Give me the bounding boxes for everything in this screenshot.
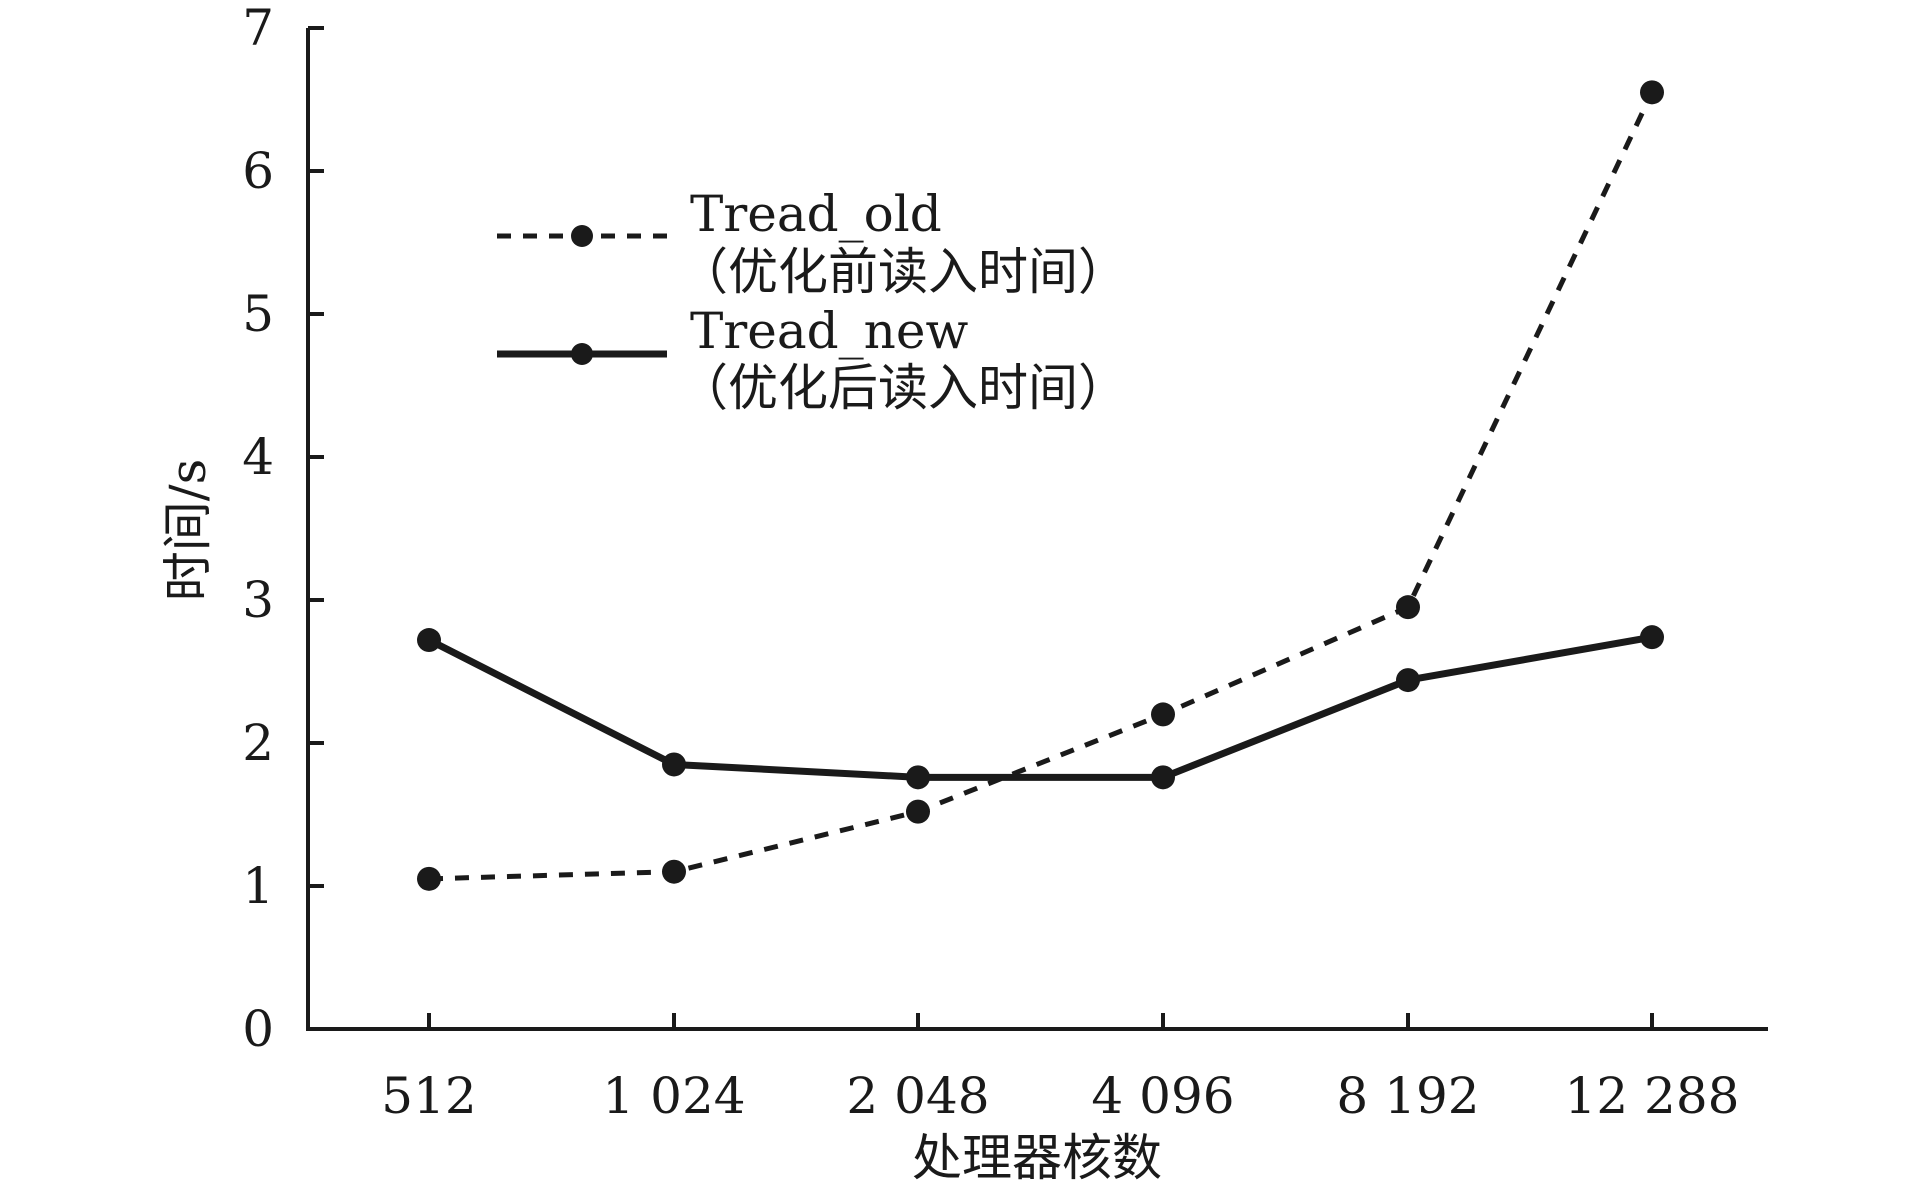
data-point-old — [417, 866, 441, 891]
x-tick-label: 4 096 — [1091, 1067, 1234, 1125]
x-tick-label: 8 192 — [1336, 1067, 1479, 1125]
x-ticks: 512 1 024 2 048 4 096 8 192 12 288 — [381, 1013, 1739, 1125]
series-line-old — [428, 91, 1655, 882]
x-tick-label: 512 — [381, 1067, 476, 1125]
data-point-old — [1396, 595, 1420, 620]
legend-note-old: （优化前读入时间） — [678, 243, 1128, 301]
x-tick-label: 1 024 — [602, 1067, 745, 1125]
y-axis-title: 时间/s — [159, 459, 217, 602]
legend-label-old: Tread_old — [690, 185, 942, 243]
y-tick-label: 3 — [242, 571, 274, 629]
data-point-new — [662, 752, 686, 777]
series-layer — [417, 80, 1664, 891]
data-point-old — [906, 799, 930, 824]
data-point-old — [1151, 702, 1175, 727]
y-tick-label: 2 — [242, 714, 274, 772]
legend-item-new: Tread_new （优化后读入时间） — [497, 302, 1128, 417]
y-tick-label: 4 — [242, 428, 274, 486]
y-ticks: 0 1 2 3 4 5 6 7 — [242, 0, 324, 1058]
axes — [306, 28, 1768, 1031]
legend: Tread_old （优化前读入时间） Tread_new （优化后读入时间） — [497, 185, 1128, 417]
legend-marker-old — [571, 225, 593, 247]
data-point-new — [906, 765, 930, 790]
x-tick-label: 2 048 — [846, 1067, 989, 1125]
data-point-new — [1151, 765, 1175, 790]
series-line-new — [427, 633, 1653, 781]
y-tick-label: 7 — [242, 0, 274, 57]
legend-marker-new — [571, 343, 593, 365]
x-tick-label: 12 288 — [1565, 1067, 1740, 1125]
data-point-old — [662, 859, 686, 884]
y-tick-label: 6 — [242, 142, 274, 200]
data-point-new — [1396, 668, 1420, 693]
data-point-new — [417, 628, 441, 653]
data-point-new — [1640, 625, 1664, 650]
legend-label-new: Tread_new — [690, 302, 968, 360]
y-tick-label: 1 — [242, 857, 274, 915]
y-tick-label: 0 — [242, 1000, 274, 1058]
legend-note-new: （优化后读入时间） — [678, 359, 1128, 417]
legend-item-old: Tread_old （优化前读入时间） — [497, 185, 1128, 301]
data-point-old — [1640, 80, 1664, 105]
x-axis-title: 处理器核数 — [912, 1129, 1162, 1181]
y-tick-label: 5 — [242, 285, 274, 343]
